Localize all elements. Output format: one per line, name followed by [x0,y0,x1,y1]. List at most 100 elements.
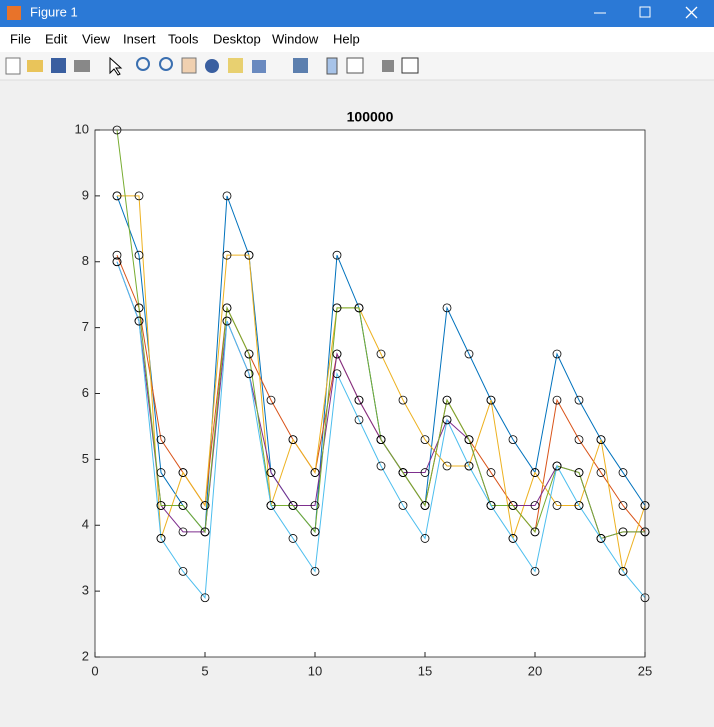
tool-legend[interactable] [346,57,364,74]
data-point [508,534,518,543]
data-point [200,593,210,603]
data-point [332,349,342,359]
y-tick-label: 7 [82,319,89,334]
data-point [552,501,562,510]
tool-brush[interactable] [252,60,266,73]
y-tick-label: 10 [75,121,89,136]
data-point [244,349,254,359]
data-point [486,468,496,477]
data-point [508,501,518,510]
data-point [288,435,298,445]
menu-item[interactable]: Tools [168,31,199,46]
data-point [398,468,408,477]
data-point [288,501,298,510]
data-point [508,435,518,445]
data-point [530,566,540,576]
data-point [156,435,166,445]
y-tick-label: 3 [82,583,89,598]
close-button[interactable] [685,6,698,19]
x-tick-label: 0 [91,663,98,678]
data-point [200,501,210,510]
y-tick-label: 4 [82,517,89,532]
tool-zoom-out[interactable] [159,57,173,71]
data-point [222,191,232,201]
tool-print[interactable] [74,60,90,72]
maximize-button[interactable] [639,6,651,18]
toolbar-icons [5,56,419,76]
data-point [310,468,320,477]
data-point [134,316,144,326]
plot-area [95,130,645,657]
data-point [376,349,386,359]
y-tick-label: 5 [82,451,89,466]
data-point [310,566,320,576]
tool-pan[interactable] [181,57,197,74]
menu-item[interactable]: Help [333,31,360,46]
data-point [354,415,364,425]
data-point [288,534,298,543]
data-point [200,527,210,537]
data-point [618,501,628,510]
data-point [266,468,276,477]
data-point [134,250,144,260]
data-point [442,415,452,425]
menu-item[interactable]: Desktop [213,31,261,46]
chart-title: 100000 [347,109,394,125]
tool-zoom-in[interactable] [136,57,150,71]
data-point [574,501,584,510]
tool-datatip[interactable] [228,58,243,73]
data-point [398,501,408,510]
data-point [134,191,144,201]
data-point [156,468,166,477]
data-point [332,250,342,260]
data-point [486,395,496,405]
data-point [244,250,254,260]
menu-item[interactable]: Insert [123,31,156,46]
tool-open[interactable] [27,60,43,72]
data-point [376,461,386,471]
data-point [310,501,320,510]
data-point [178,468,188,477]
data-point [442,461,452,471]
tool-pointer[interactable] [109,56,123,76]
menu-item[interactable]: View [82,31,111,46]
data-point [574,435,584,445]
data-point [156,501,166,510]
data-point [442,303,452,313]
data-point [420,534,430,543]
tool-link[interactable] [293,58,308,73]
window-title: Figure 1 [30,4,78,19]
data-point [596,468,606,477]
y-tick-label: 6 [82,385,89,400]
data-point [442,395,452,405]
y-tick-label: 8 [82,253,89,268]
series-line [117,195,646,572]
data-point [222,250,232,260]
data-point [420,468,430,477]
y-tick-label: 9 [82,187,89,202]
tool-colorbar[interactable] [326,57,338,75]
data-point [596,534,606,543]
data-point [618,527,628,537]
x-tick-label: 25 [638,663,652,678]
tool-rotate[interactable] [205,59,219,73]
menu-item[interactable]: Edit [45,31,68,46]
data-point [552,395,562,405]
data-point [354,303,364,313]
menu-item[interactable]: File [10,31,31,46]
y-tick-label: 2 [82,648,89,663]
menu-item[interactable]: Window [272,31,319,46]
tool-show-plot[interactable] [401,57,419,74]
data-point [156,534,166,543]
data-point [552,349,562,359]
tool-new[interactable] [5,57,21,75]
data-point [134,303,144,313]
data-point [530,527,540,537]
app-icon [7,6,21,20]
data-point [178,501,188,510]
data-point [464,461,474,471]
tool-save[interactable] [51,58,66,73]
data-point [420,501,430,510]
tool-hide-plot[interactable] [382,60,394,72]
